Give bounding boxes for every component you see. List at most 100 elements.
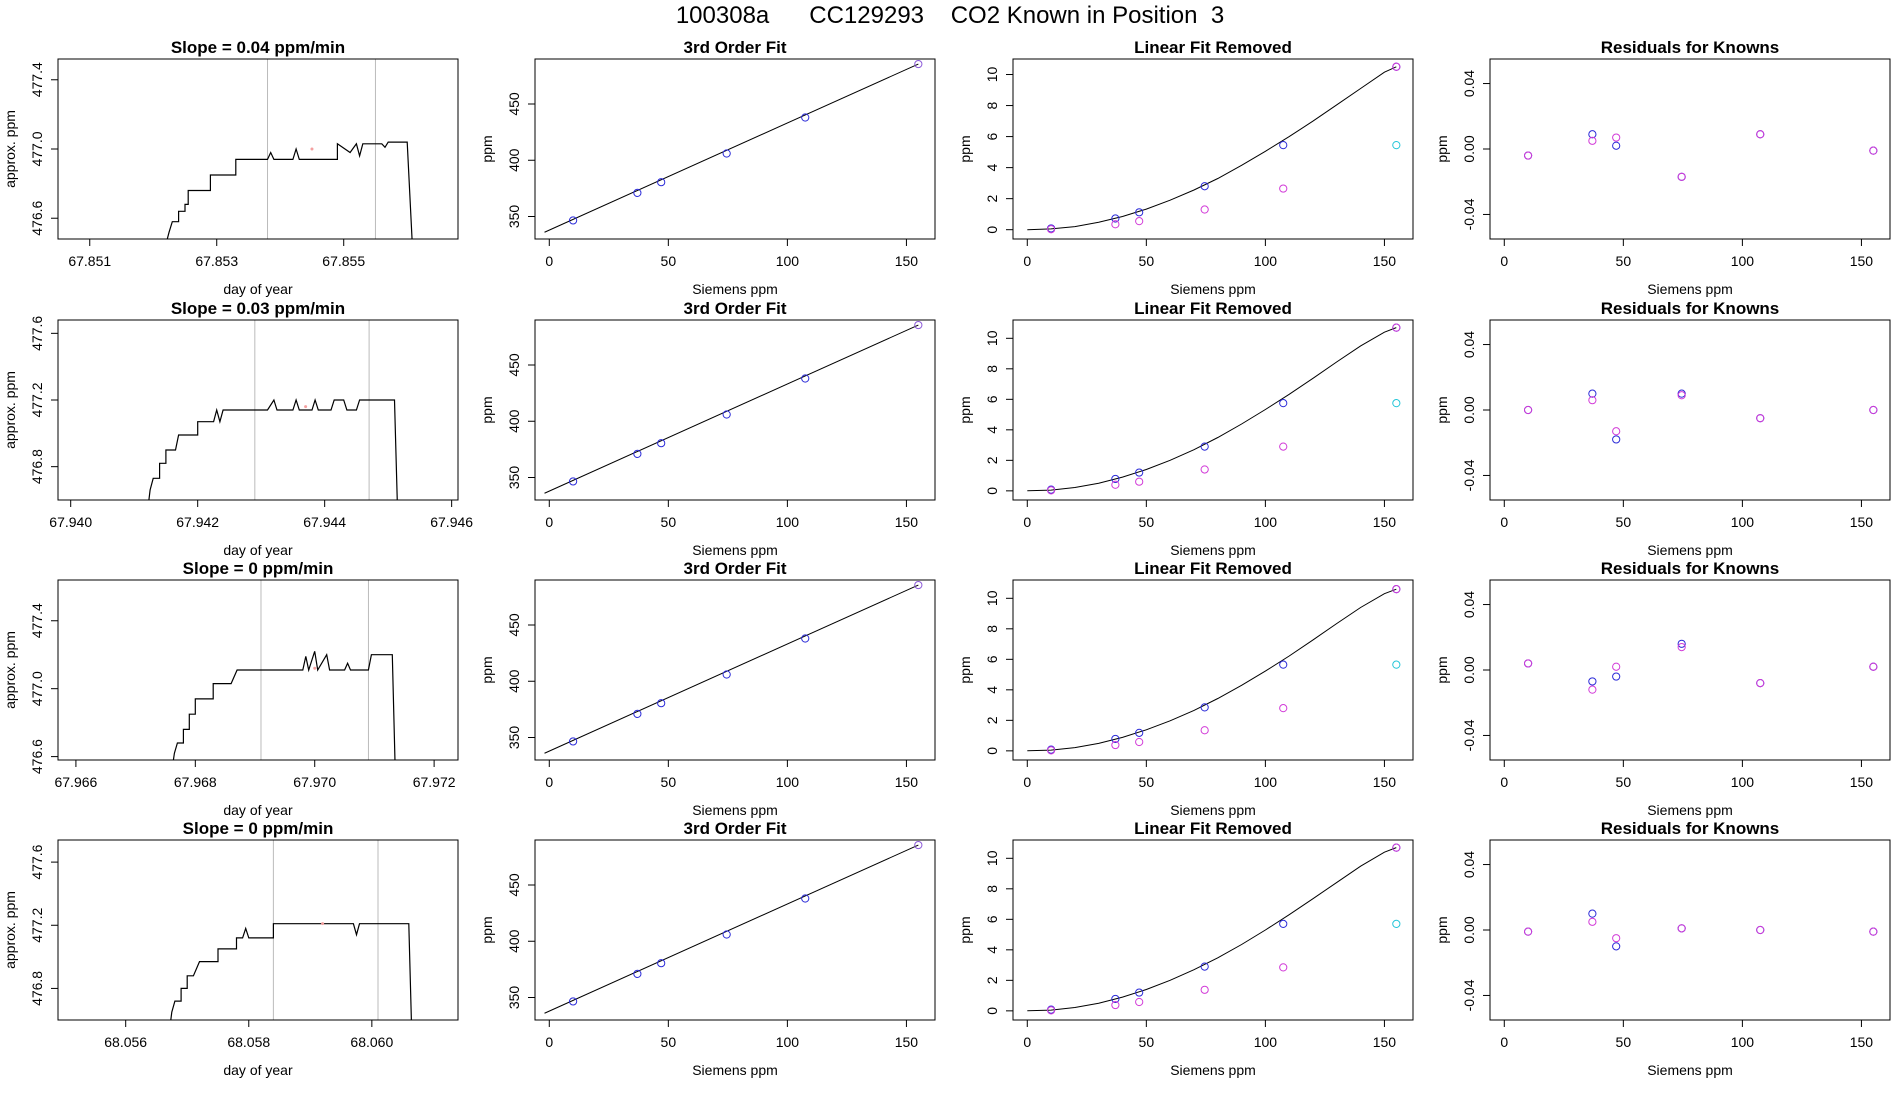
plot-area	[172, 580, 396, 760]
x-tick-label: 67.942	[176, 514, 219, 530]
data-point	[801, 634, 810, 643]
plot-area	[148, 320, 398, 500]
data-point	[1869, 146, 1878, 155]
y-tick-label: 400	[506, 148, 522, 172]
panel-r4-c2: 3rd Order Fit Siemens ppm ppm 0 50 100 150 350 4…	[479, 819, 936, 1078]
data-point	[1588, 389, 1597, 398]
y-tick-label: 350	[506, 726, 522, 750]
x-tick-label: 100	[1731, 514, 1755, 530]
y-tick-label: 0.04	[1461, 70, 1477, 97]
plot-area	[1027, 585, 1401, 755]
panel-r2-c4: Residuals for Knowns Siemens ppm ppm 0 50 100…	[1434, 299, 1891, 558]
data-point	[1588, 917, 1597, 926]
y-axis-label: ppm	[479, 916, 495, 943]
data-point	[1588, 396, 1597, 405]
x-axis-label: Siemens ppm	[1647, 281, 1733, 297]
data-point	[801, 113, 810, 122]
y-tick-label: 477.0	[29, 671, 45, 706]
y-tick-label: -0.04	[1461, 198, 1477, 230]
y-tick-label: 350	[506, 466, 522, 490]
y-tick-label: 477.4	[29, 603, 45, 638]
data-point	[1677, 642, 1686, 652]
x-tick-label: 50	[1139, 514, 1155, 530]
data-point	[1756, 925, 1765, 935]
y-axis-label: approx. ppm	[2, 371, 18, 449]
data-point	[568, 997, 578, 1006]
x-tick-label: 0	[1500, 253, 1508, 269]
panel-r3-c2: 3rd Order Fit Siemens ppm ppm 0 50 100 150 350 4…	[479, 559, 936, 818]
data-point	[1677, 391, 1686, 400]
y-tick-label: 450	[506, 873, 522, 897]
data-point	[1677, 639, 1686, 648]
panel-title: Slope = 0 ppm/min	[183, 559, 334, 578]
figure-title: 100308a CC129293 CO2 Known in Position 3	[675, 2, 1225, 29]
data-point	[1135, 737, 1144, 747]
data-point	[1111, 1000, 1120, 1010]
x-tick-label: 100	[776, 253, 800, 269]
y-tick-label: 8	[984, 365, 1000, 373]
plot-area	[544, 59, 923, 233]
x-tick-label: 50	[661, 514, 677, 530]
x-tick-label: 50	[661, 253, 677, 269]
x-tick-label: 50	[1616, 1034, 1632, 1050]
x-tick-label: 67.946	[430, 514, 473, 530]
x-tick-label: 100	[1254, 1034, 1278, 1050]
data-point	[1612, 427, 1621, 436]
data-point	[633, 709, 642, 718]
data-point	[801, 894, 810, 903]
panel-r4-c4: Residuals for Knowns Siemens ppm ppm 0 50 100…	[1434, 819, 1891, 1078]
data-point	[1677, 924, 1686, 933]
fit-line	[544, 324, 919, 494]
x-tick-label: 100	[1731, 253, 1755, 269]
data-point	[1279, 184, 1288, 193]
data-point	[1612, 934, 1621, 943]
fit-curve	[1027, 66, 1397, 231]
x-tick-label: 67.855	[322, 253, 365, 269]
plot-area	[544, 320, 923, 494]
x-tick-label: 67.853	[195, 253, 238, 269]
y-tick-label: -0.04	[1461, 459, 1477, 491]
x-tick-label: 100	[776, 774, 800, 790]
plot-area	[1523, 909, 1878, 951]
fit-curve	[1027, 327, 1397, 492]
data-point	[1756, 130, 1765, 139]
x-axis-label: Siemens ppm	[692, 281, 778, 297]
data-point	[1612, 133, 1621, 142]
plot-frame	[57, 839, 459, 1021]
panel-r3-c1: Slope = 0 ppm/min day of year approx. ppm 6…	[2, 559, 459, 818]
x-tick-label: 50	[1616, 774, 1632, 790]
x-tick-label: 100	[1254, 514, 1278, 530]
y-tick-label: 450	[506, 92, 522, 116]
panel-title: Residuals for Knowns	[1601, 559, 1780, 578]
panel-title: Slope = 0.04 ppm/min	[171, 38, 345, 57]
y-tick-label: 6	[984, 132, 1000, 140]
panel-title: Linear Fit Removed	[1134, 38, 1292, 57]
data-point	[1135, 477, 1144, 486]
fit-curve	[1027, 847, 1397, 1012]
data-point	[1869, 927, 1878, 936]
y-tick-label: 0	[984, 487, 1000, 495]
plot-area	[544, 840, 923, 1014]
data-point	[1612, 672, 1621, 681]
data-point	[1523, 151, 1533, 160]
y-tick-label: 0.00	[1461, 916, 1477, 943]
x-tick-label: 0	[545, 514, 553, 530]
panel-r3-c4: Residuals for Knowns Siemens ppm ppm 0 50 100…	[1434, 559, 1891, 818]
fit-line	[544, 63, 919, 233]
y-axis-label: ppm	[479, 656, 495, 683]
x-tick-label: 0	[545, 1034, 553, 1050]
plot-area	[166, 59, 413, 239]
x-tick-label: 67.851	[68, 253, 111, 269]
x-tick-label: 68.056	[104, 1034, 147, 1050]
plot-frame	[1489, 579, 1891, 761]
x-axis-label: Siemens ppm	[1170, 802, 1256, 818]
data-point	[1135, 208, 1144, 217]
panel-r1-c1: Slope = 0.04 ppm/min day of year approx. p…	[2, 38, 459, 297]
y-tick-label: 477.6	[29, 844, 45, 879]
x-axis-label: Siemens ppm	[1647, 802, 1733, 818]
data-point	[1200, 182, 1209, 191]
data-point	[1392, 399, 1401, 408]
x-tick-label: 150	[1373, 1034, 1397, 1050]
y-tick-label: 0	[984, 747, 1000, 755]
